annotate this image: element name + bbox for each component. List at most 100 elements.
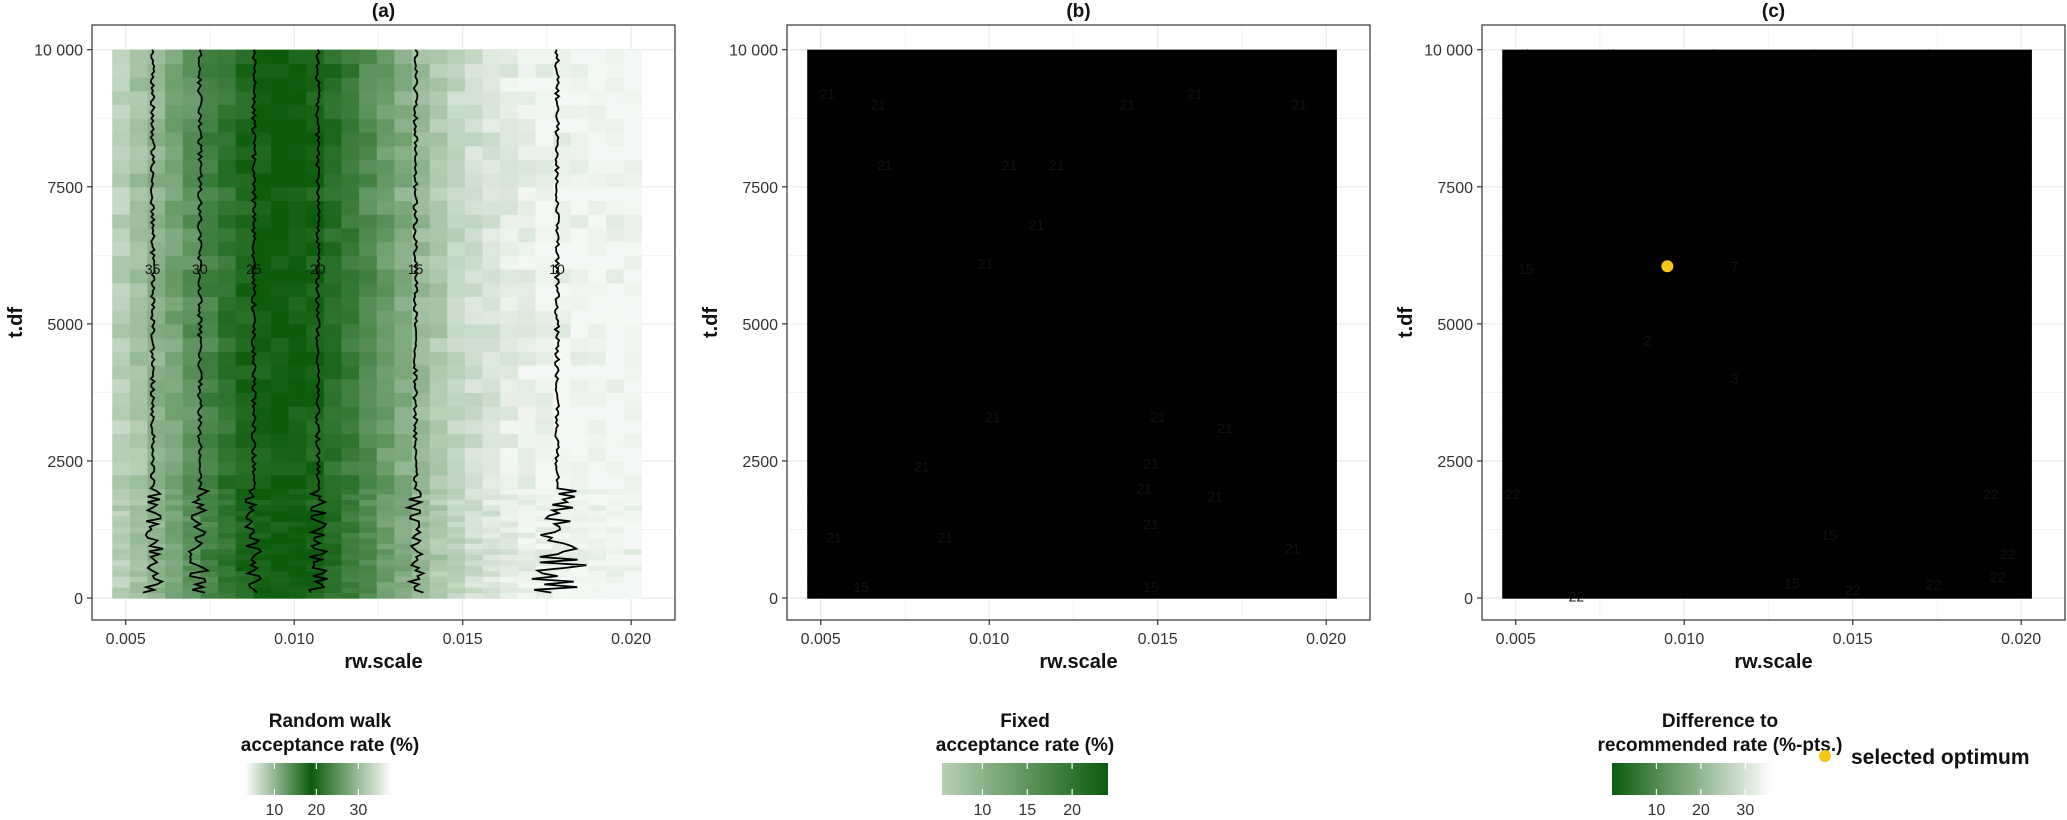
heat-tile <box>341 159 360 174</box>
heat-tile <box>1519 118 1539 133</box>
heat-tile <box>1001 365 1020 380</box>
heat-tile <box>1502 131 1521 147</box>
heat-tile <box>1212 378 1232 394</box>
heat-tile <box>860 515 879 522</box>
heat-tile <box>553 526 572 533</box>
heat-tile <box>1784 576 1803 583</box>
heat-tile <box>588 131 607 147</box>
heat-tile <box>930 493 949 500</box>
heat-tile <box>1907 488 1927 495</box>
heat-tile <box>1749 173 1768 188</box>
heat-tile <box>1608 419 1627 435</box>
heat-tile <box>2013 323 2032 339</box>
heat-tile <box>606 365 625 380</box>
heat-tile <box>129 581 149 588</box>
heat-tile <box>1890 559 1909 566</box>
heat-tile <box>930 131 949 147</box>
heat-tile <box>1837 592 1856 599</box>
heat-tile <box>1502 526 1521 533</box>
heat-tile <box>1784 559 1803 566</box>
heat-tile <box>112 323 131 339</box>
heat-tile <box>1784 378 1803 394</box>
heat-tile <box>1819 488 1838 495</box>
heat-tile <box>1978 296 1997 311</box>
heat-tile <box>1265 587 1284 594</box>
heat-tile <box>1142 521 1161 528</box>
heat-tile <box>200 532 219 539</box>
heat-tile <box>1283 378 1302 394</box>
heat-tile <box>147 269 166 284</box>
heat-tile <box>218 548 237 555</box>
heat-tile <box>1142 474 1161 489</box>
heat-tile <box>235 351 254 366</box>
heat-tile <box>623 499 642 506</box>
contour-line <box>819 542 1320 550</box>
heat-tile <box>412 269 431 284</box>
heat-tile <box>1660 104 1680 119</box>
heat-tile <box>112 433 131 448</box>
heat-tile <box>1318 282 1337 298</box>
heat-tile <box>824 269 844 284</box>
heat-tile <box>147 548 166 555</box>
heat-tile <box>1230 433 1249 448</box>
heat-tile <box>1960 565 1979 572</box>
heat-tile <box>860 118 879 133</box>
heat-tile <box>1519 537 1539 544</box>
heat-tile <box>1678 49 1697 64</box>
heat-tile <box>323 145 343 160</box>
heat-tile <box>218 565 237 572</box>
heat-tile <box>1572 543 1591 550</box>
heat-tile <box>412 460 431 476</box>
heat-tile <box>482 504 501 511</box>
heat-tile <box>376 323 395 339</box>
heat-tile <box>1678 532 1697 539</box>
heat-tile <box>824 592 844 599</box>
heat-tile <box>1872 406 1891 421</box>
heat-tile <box>1071 433 1090 448</box>
heat-tile <box>1660 537 1680 544</box>
heat-tile <box>930 310 949 325</box>
heat-tile <box>1854 419 1874 435</box>
heat-tile <box>807 365 826 380</box>
heat-tile <box>323 241 343 256</box>
heat-tile <box>2013 488 2032 495</box>
heat-tile <box>1696 587 1715 594</box>
heat-tile <box>112 173 131 188</box>
heat-tile <box>200 548 219 555</box>
heat-tile <box>1555 145 1574 160</box>
heat-tile <box>1960 365 1979 380</box>
heat-tile <box>1960 90 1979 106</box>
heat-tile <box>1001 378 1020 394</box>
heat-tile <box>1925 510 1944 517</box>
heat-tile <box>1766 214 1785 229</box>
heat-tile <box>1766 49 1785 64</box>
heat-tile <box>1195 447 1214 462</box>
heat-tile <box>895 378 914 394</box>
heat-tile <box>1318 104 1337 119</box>
heat-tile <box>1018 532 1038 539</box>
heat-tile <box>1265 576 1284 583</box>
heat-tile <box>376 351 395 366</box>
heat-tile <box>1555 488 1574 495</box>
heat-tile <box>1925 499 1944 506</box>
heat-tile <box>1283 269 1302 284</box>
heat-tile <box>1036 499 1055 506</box>
heat-tile <box>570 104 589 119</box>
heat-tile <box>2013 227 2032 243</box>
heat-tile <box>359 186 378 202</box>
heat-tile <box>1036 77 1055 92</box>
heat-tile <box>447 499 466 506</box>
heat-tile <box>429 241 448 256</box>
heat-tile <box>359 474 378 489</box>
heat-tile <box>147 173 166 188</box>
heat-tile <box>606 227 625 243</box>
heat-tile <box>1159 504 1179 511</box>
heat-tile <box>1212 282 1232 298</box>
heat-tile <box>2013 296 2032 311</box>
contour-line <box>1704 49 1718 490</box>
heat-tile <box>165 592 184 599</box>
heat-tile <box>1142 532 1161 539</box>
heat-tile <box>1749 504 1768 511</box>
heat-tile <box>429 592 448 599</box>
heat-tile <box>1089 200 1108 215</box>
